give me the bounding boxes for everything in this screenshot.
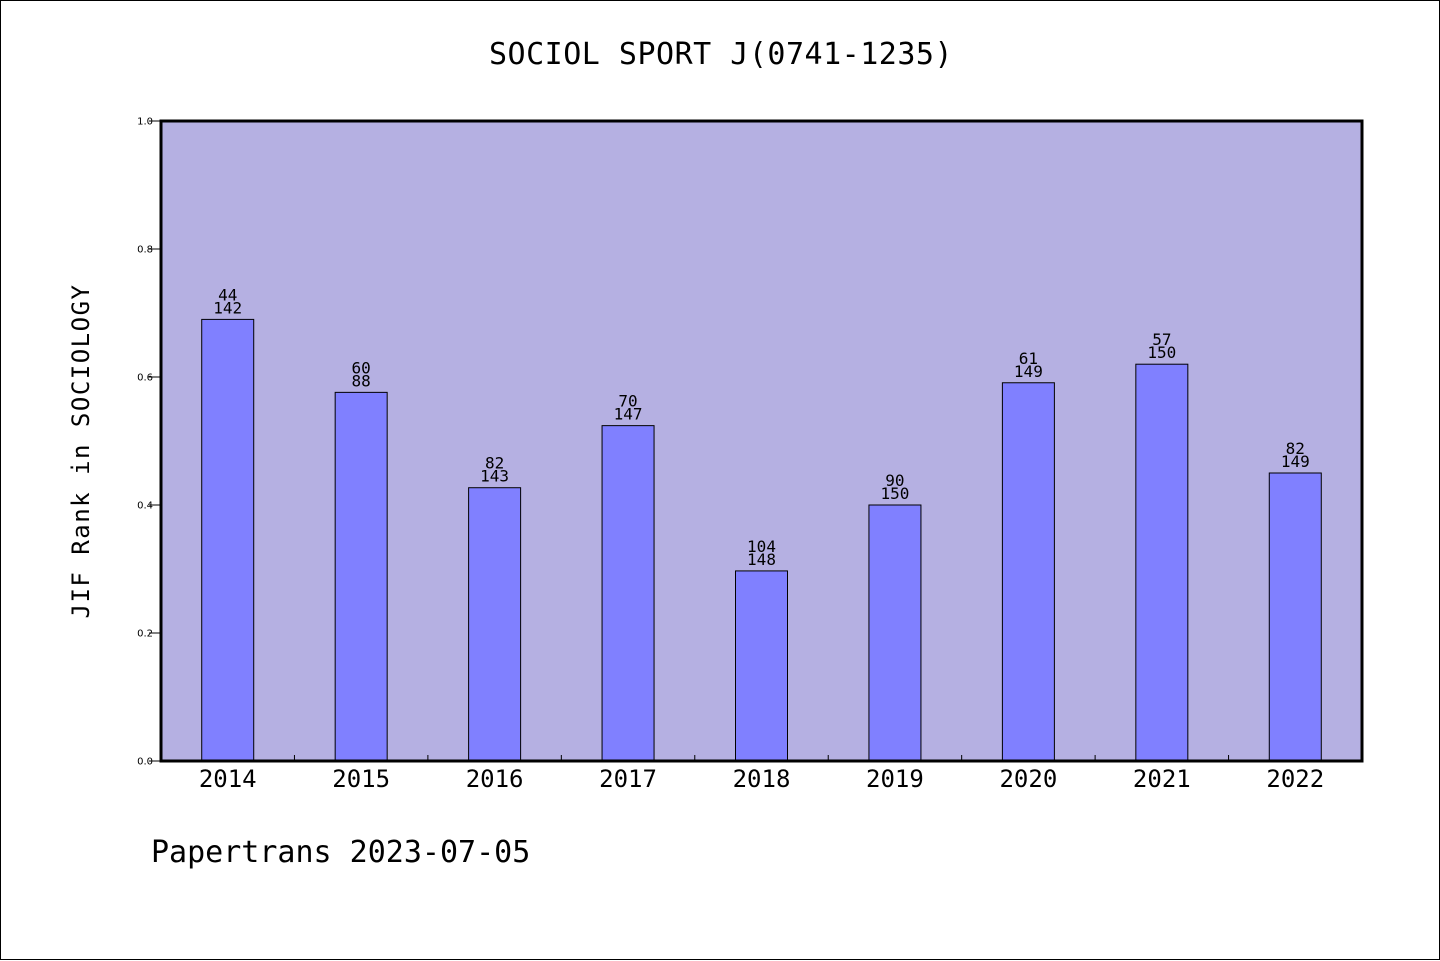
bar-2021 xyxy=(1135,363,1189,762)
y-ticks-group: 0.0 0.2 0.4 0.6 0.8 1.0 xyxy=(137,117,161,768)
bar-2014 xyxy=(201,318,255,762)
y-tick-label-1-0: 1.0 xyxy=(137,117,153,128)
y-tick-label-0-4: 0.4 xyxy=(137,501,153,512)
x-ticks-group: 2014 2015 2016 2017 2018 2019 2020 2021 2022 xyxy=(199,755,1324,793)
bar-label-rank-2014: 44 xyxy=(218,285,237,304)
x-tick-label-2015: 2015 xyxy=(332,765,390,793)
bar-2018 xyxy=(735,570,788,762)
y-tick-label-0-2: 0.2 xyxy=(137,629,153,640)
y-tick-label-0-6: 0.6 xyxy=(137,373,153,384)
bar-label-total-2014: 142 xyxy=(213,298,242,317)
bar-label-rank-2021: 57 xyxy=(1152,330,1171,349)
bar-label-rank-2015: 60 xyxy=(352,358,371,377)
bar-label-rank-2017: 70 xyxy=(618,392,637,411)
bar-2016 xyxy=(468,487,522,762)
plot-border xyxy=(159,119,1364,763)
x-tick-label-2016: 2016 xyxy=(466,765,524,793)
bar-label-rank-2018: 104 xyxy=(747,537,776,556)
x-tick-label-2018: 2018 xyxy=(733,765,791,793)
bar-label-total-2016: 143 xyxy=(480,467,509,486)
bar-label-total-2015: 88 xyxy=(352,371,371,390)
x-tick-label-2017: 2017 xyxy=(599,765,657,793)
bar-label-total-2019: 150 xyxy=(880,484,909,503)
bar-2020 xyxy=(1001,382,1055,762)
y-tick-label-0-0: 0.0 xyxy=(137,757,153,768)
x-tick-label-2022: 2022 xyxy=(1266,765,1324,793)
footer-credit: Papertrans 2023-07-05 xyxy=(151,835,531,870)
bar-label-rank-2022: 82 xyxy=(1286,439,1305,458)
bars-group xyxy=(201,318,1322,762)
x-tick-label-2020: 2020 xyxy=(999,765,1057,793)
bar-label-total-2017: 147 xyxy=(614,405,643,424)
bar-2022 xyxy=(1268,472,1322,762)
bar-2015 xyxy=(334,391,388,762)
bar-label-total-2021: 150 xyxy=(1147,343,1176,362)
chart-title: SOCIOL SPORT J(0741-1235) xyxy=(488,37,954,72)
bar-2019 xyxy=(868,504,922,762)
bar-label-total-2022: 149 xyxy=(1281,452,1310,471)
x-tick-label-2021: 2021 xyxy=(1133,765,1191,793)
x-tick-label-2014: 2014 xyxy=(199,765,257,793)
bar-label-total-2018: 148 xyxy=(747,550,776,569)
bar-label-total-2020: 149 xyxy=(1014,362,1043,381)
x-tick-label-2019: 2019 xyxy=(866,765,924,793)
bar-label-rank-2019: 90 xyxy=(885,471,904,490)
bar-label-rank-2016: 82 xyxy=(485,454,504,473)
bar-labels-group: 4414260888214370147104148901506114957150… xyxy=(213,285,1309,569)
bar-label-rank-2020: 61 xyxy=(1019,349,1038,368)
bar-2017 xyxy=(601,425,655,762)
y-tick-label-0-8: 0.8 xyxy=(137,245,153,256)
